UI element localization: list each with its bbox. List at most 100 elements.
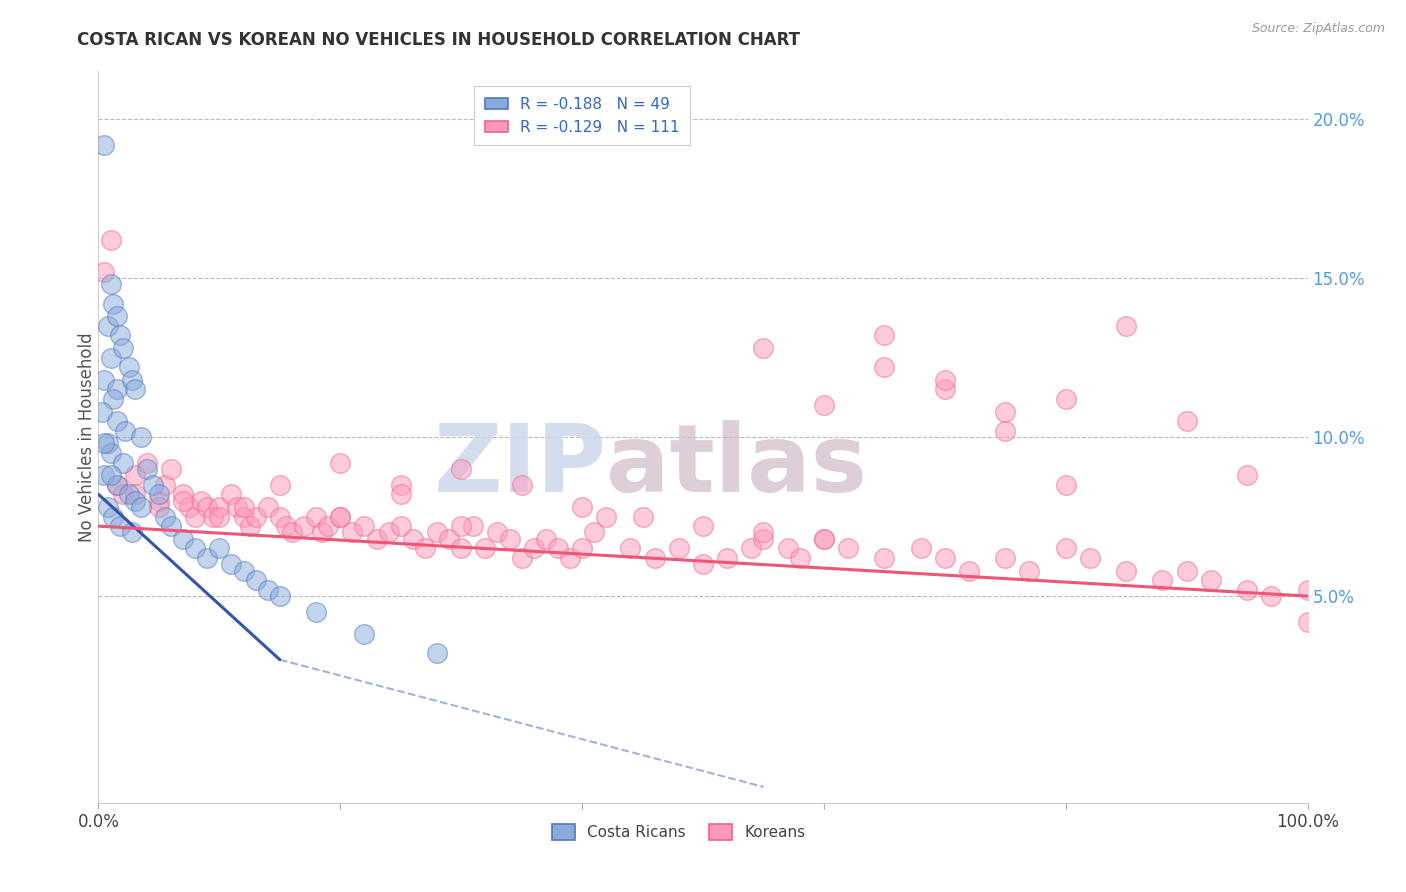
Point — [172, 487, 194, 501]
Point — [226, 500, 249, 514]
Point — [595, 509, 617, 524]
Point — [91, 404, 114, 418]
Point — [148, 493, 170, 508]
Point — [124, 468, 146, 483]
Point — [232, 509, 254, 524]
Point — [105, 310, 128, 324]
Point — [752, 532, 775, 546]
Point — [111, 456, 134, 470]
Point — [389, 477, 412, 491]
Point — [873, 360, 896, 375]
Point — [934, 373, 956, 387]
Point — [994, 404, 1017, 418]
Point — [105, 477, 128, 491]
Point — [129, 430, 152, 444]
Point — [619, 541, 641, 556]
Point — [111, 487, 134, 501]
Point — [316, 519, 339, 533]
Point — [1115, 318, 1137, 333]
Point — [692, 558, 714, 572]
Point — [100, 277, 122, 292]
Point — [172, 532, 194, 546]
Point — [547, 541, 569, 556]
Point — [172, 493, 194, 508]
Point — [100, 233, 122, 247]
Point — [463, 519, 485, 533]
Point — [668, 541, 690, 556]
Point — [208, 500, 231, 514]
Point — [93, 436, 115, 450]
Point — [1175, 414, 1198, 428]
Point — [1115, 564, 1137, 578]
Point — [329, 509, 352, 524]
Point — [752, 525, 775, 540]
Point — [245, 573, 267, 587]
Point — [281, 525, 304, 540]
Point — [221, 558, 243, 572]
Point — [994, 550, 1017, 565]
Point — [160, 462, 183, 476]
Point — [1236, 468, 1258, 483]
Point — [389, 487, 412, 501]
Point — [221, 487, 243, 501]
Point — [740, 541, 762, 556]
Point — [97, 500, 120, 514]
Legend: Costa Ricans, Koreans: Costa Ricans, Koreans — [547, 818, 811, 847]
Point — [1236, 582, 1258, 597]
Point — [93, 265, 115, 279]
Point — [184, 509, 207, 524]
Point — [105, 414, 128, 428]
Point — [813, 532, 835, 546]
Point — [108, 519, 131, 533]
Point — [105, 383, 128, 397]
Point — [1152, 573, 1174, 587]
Point — [93, 468, 115, 483]
Point — [305, 605, 328, 619]
Point — [190, 493, 212, 508]
Point — [153, 509, 176, 524]
Point — [93, 137, 115, 152]
Point — [105, 477, 128, 491]
Point — [160, 519, 183, 533]
Point — [450, 519, 472, 533]
Point — [305, 509, 328, 524]
Point — [837, 541, 859, 556]
Point — [994, 424, 1017, 438]
Point — [583, 525, 606, 540]
Point — [1175, 564, 1198, 578]
Point — [100, 446, 122, 460]
Point — [274, 519, 297, 533]
Point — [873, 550, 896, 565]
Point — [239, 519, 262, 533]
Point — [269, 509, 291, 524]
Point — [118, 487, 141, 501]
Point — [413, 541, 436, 556]
Point — [148, 487, 170, 501]
Point — [1078, 550, 1101, 565]
Point — [353, 627, 375, 641]
Point — [195, 550, 218, 565]
Point — [97, 436, 120, 450]
Point — [957, 564, 980, 578]
Point — [121, 525, 143, 540]
Point — [1296, 615, 1319, 629]
Point — [1054, 392, 1077, 406]
Point — [100, 468, 122, 483]
Point — [111, 341, 134, 355]
Point — [114, 424, 136, 438]
Point — [934, 550, 956, 565]
Point — [269, 477, 291, 491]
Point — [437, 532, 460, 546]
Point — [474, 541, 496, 556]
Point — [1296, 582, 1319, 597]
Point — [135, 456, 157, 470]
Point — [135, 462, 157, 476]
Point — [124, 493, 146, 508]
Point — [93, 373, 115, 387]
Point — [692, 519, 714, 533]
Point — [1054, 541, 1077, 556]
Point — [142, 477, 165, 491]
Text: Source: ZipAtlas.com: Source: ZipAtlas.com — [1251, 22, 1385, 36]
Point — [148, 500, 170, 514]
Point — [101, 392, 124, 406]
